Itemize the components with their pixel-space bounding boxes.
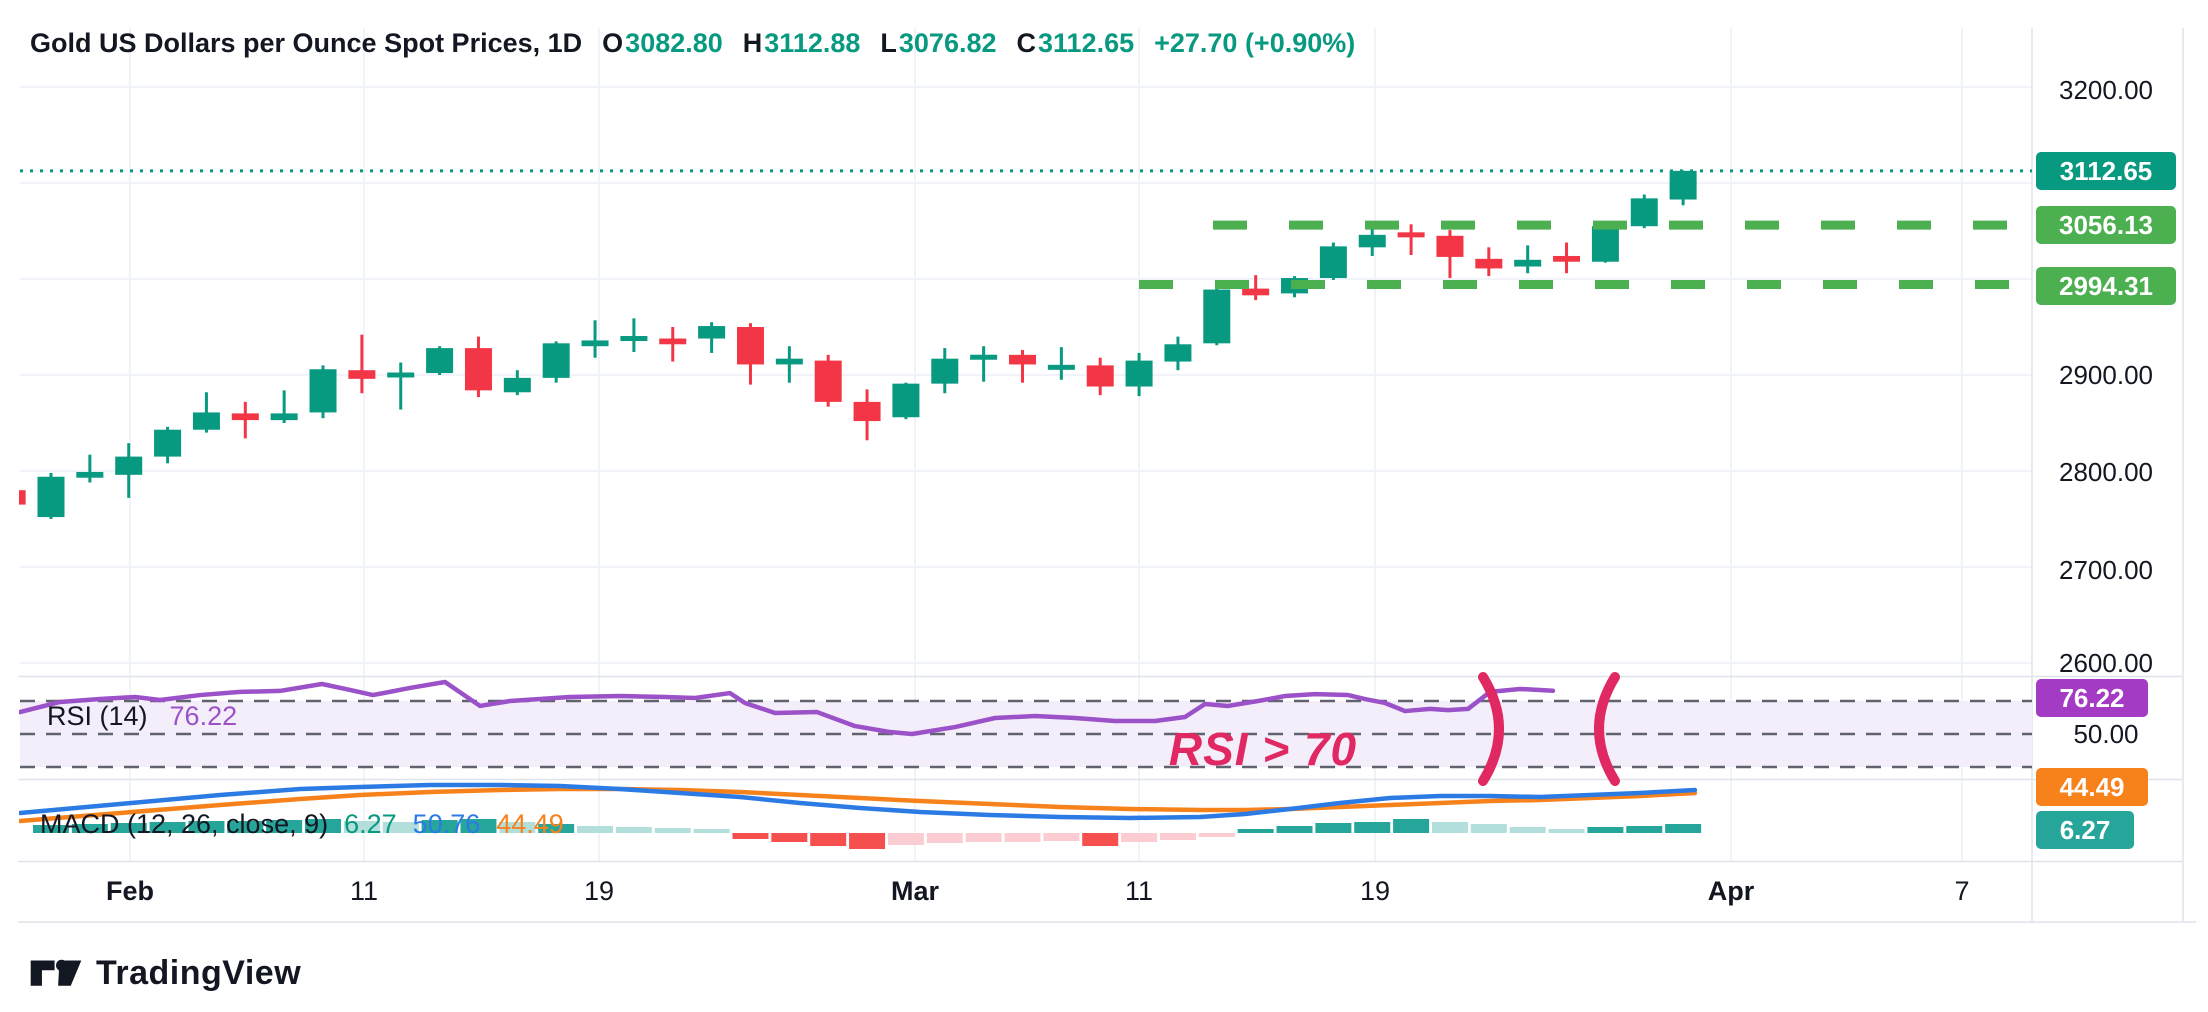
ohlc-close: C 3112.65 xyxy=(1016,28,1135,58)
price-badge: 76.22 xyxy=(2036,679,2148,717)
tradingview-logo[interactable]: TradingView xyxy=(30,948,301,999)
time-axis-label: 11 xyxy=(1124,876,1154,906)
macd-line-value: 50.76 xyxy=(412,809,481,839)
rsi-legend[interactable]: RSI (14) 76.22 xyxy=(47,701,237,732)
price-badge: 6.27 xyxy=(2036,811,2134,849)
ohlc-open: O 3082.80 xyxy=(602,28,723,58)
time-axis-label: Mar xyxy=(890,876,940,906)
rsi-annotation-text: RSI > 70 xyxy=(1168,723,1358,775)
macd-signal-value: 44.49 xyxy=(496,809,564,839)
time-axis-label: 19 xyxy=(583,876,615,906)
price-badge: 3112.65 xyxy=(2036,152,2176,190)
price-badge: 44.49 xyxy=(2036,768,2148,806)
macd-legend[interactable]: MACD (12, 26, close, 9) 6.27 50.76 44.49 xyxy=(40,809,564,840)
price-axis-label: 3200.00 xyxy=(2059,75,2153,105)
time-axis-label: 19 xyxy=(1359,876,1391,906)
rsi-label: RSI (14) xyxy=(47,701,148,731)
symbol-header[interactable]: Gold US Dollars per Ounce Spot Prices, 1… xyxy=(30,28,1355,59)
time-axis-label: Apr xyxy=(1707,876,1755,906)
annotation-paren-open xyxy=(1478,672,1504,786)
rsi-value: 76.22 xyxy=(169,701,238,731)
price-axis-label: 50.00 xyxy=(2073,719,2139,749)
ohlc-low: L 3076.82 xyxy=(880,28,997,58)
tradingview-logo-icon xyxy=(30,948,82,999)
price-axis-label: 2700.00 xyxy=(2059,555,2153,585)
ohlc-high: H 3112.88 xyxy=(742,28,861,58)
time-axis-label: 11 xyxy=(349,876,379,906)
price-axis-label: 2600.00 xyxy=(2059,648,2153,678)
macd-label: MACD (12, 26, close, 9) xyxy=(40,809,329,839)
price-axis-label: 2800.00 xyxy=(2059,457,2153,487)
time-axis-label: Feb xyxy=(105,876,155,906)
time-axis-label: 7 xyxy=(1954,876,1970,906)
price-axis-label: 2900.00 xyxy=(2059,360,2153,390)
symbol-title: Gold US Dollars per Ounce Spot Prices, 1… xyxy=(30,28,583,58)
macd-hist-value: 6.27 xyxy=(344,809,397,839)
tradingview-logo-text: TradingView xyxy=(96,954,302,992)
annotation-paren-close xyxy=(1594,672,1620,786)
price-badge: 2994.31 xyxy=(2036,267,2176,305)
price-badge: 3056.13 xyxy=(2036,206,2176,244)
price-change: +27.70 (+0.90%) xyxy=(1154,28,1356,58)
